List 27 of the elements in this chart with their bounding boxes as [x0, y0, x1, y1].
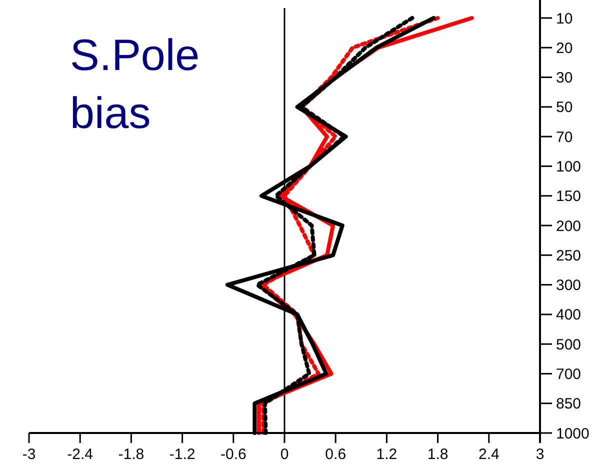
text: S.Pole bias — [70, 31, 200, 138]
y-tick-label: 20 — [556, 40, 573, 57]
y-tick-label: 500 — [556, 336, 582, 354]
x-tick-label: 0 — [280, 446, 289, 463]
y-tick-label: 150 — [556, 188, 582, 206]
x-tick-label: -2.4 — [67, 446, 94, 463]
x-tick-label: 0.6 — [325, 446, 346, 463]
y-tick-label: 850 — [556, 396, 582, 413]
x-tick-label: -1.2 — [169, 446, 196, 463]
x-tick-label: -1.8 — [118, 446, 144, 463]
x-tick-label: 1.2 — [376, 446, 398, 463]
y-tick-label: 400 — [556, 306, 582, 324]
x-tick-label: -3 — [22, 446, 36, 463]
x-tick-label: 2.4 — [478, 446, 500, 463]
y-tick-label: 250 — [556, 247, 582, 264]
y-tick-label: 100 — [556, 158, 582, 176]
y-tick-label: 700 — [556, 366, 582, 383]
y-tick-label: 1000 — [556, 425, 590, 442]
x-tick-label: 3 — [536, 446, 544, 463]
x-tick-label: -0.6 — [220, 446, 246, 463]
y-tick-label: 200 — [556, 218, 582, 235]
y-tick-label: 70 — [556, 128, 573, 146]
y-tick-label: 30 — [556, 70, 573, 87]
y-tick-label: 10 — [556, 10, 573, 28]
y-tick-label: 300 — [556, 277, 582, 294]
y-tick-label: 50 — [556, 99, 573, 116]
x-tick-label: 1.8 — [427, 446, 448, 463]
